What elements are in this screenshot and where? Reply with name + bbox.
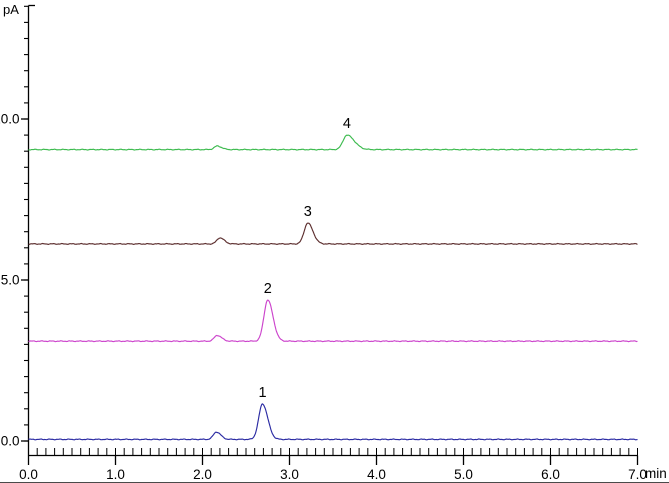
y-axis-unit-label: pA bbox=[3, 2, 19, 17]
x-tick-label: 2.0 bbox=[193, 467, 212, 482]
x-tick-label: 0.0 bbox=[19, 467, 38, 482]
x-axis-unit-label: min bbox=[645, 466, 667, 481]
y-tick-label: 0.0 bbox=[1, 434, 20, 449]
x-tick-label: 6.0 bbox=[541, 467, 560, 482]
x-tick-label: 7.0 bbox=[628, 467, 647, 482]
x-tick-label: 4.0 bbox=[367, 467, 386, 482]
peak-label: 1 bbox=[258, 385, 266, 401]
peak-label: 3 bbox=[304, 204, 312, 220]
trace-2-magenta-curve bbox=[28, 299, 638, 343]
y-tick-label: 10.0 bbox=[0, 112, 20, 127]
trace-1-blue-curve bbox=[28, 403, 638, 441]
y-tick-label: 5.0 bbox=[1, 273, 20, 288]
peak-label: 4 bbox=[343, 116, 351, 132]
x-tick-label: 5.0 bbox=[454, 467, 473, 482]
peak-label: 2 bbox=[264, 281, 272, 297]
x-tick-label: 3.0 bbox=[280, 467, 299, 482]
trace-3-brown-curve bbox=[28, 222, 638, 245]
x-tick-label: 1.0 bbox=[106, 467, 125, 482]
trace-4-green-curve bbox=[28, 134, 638, 151]
